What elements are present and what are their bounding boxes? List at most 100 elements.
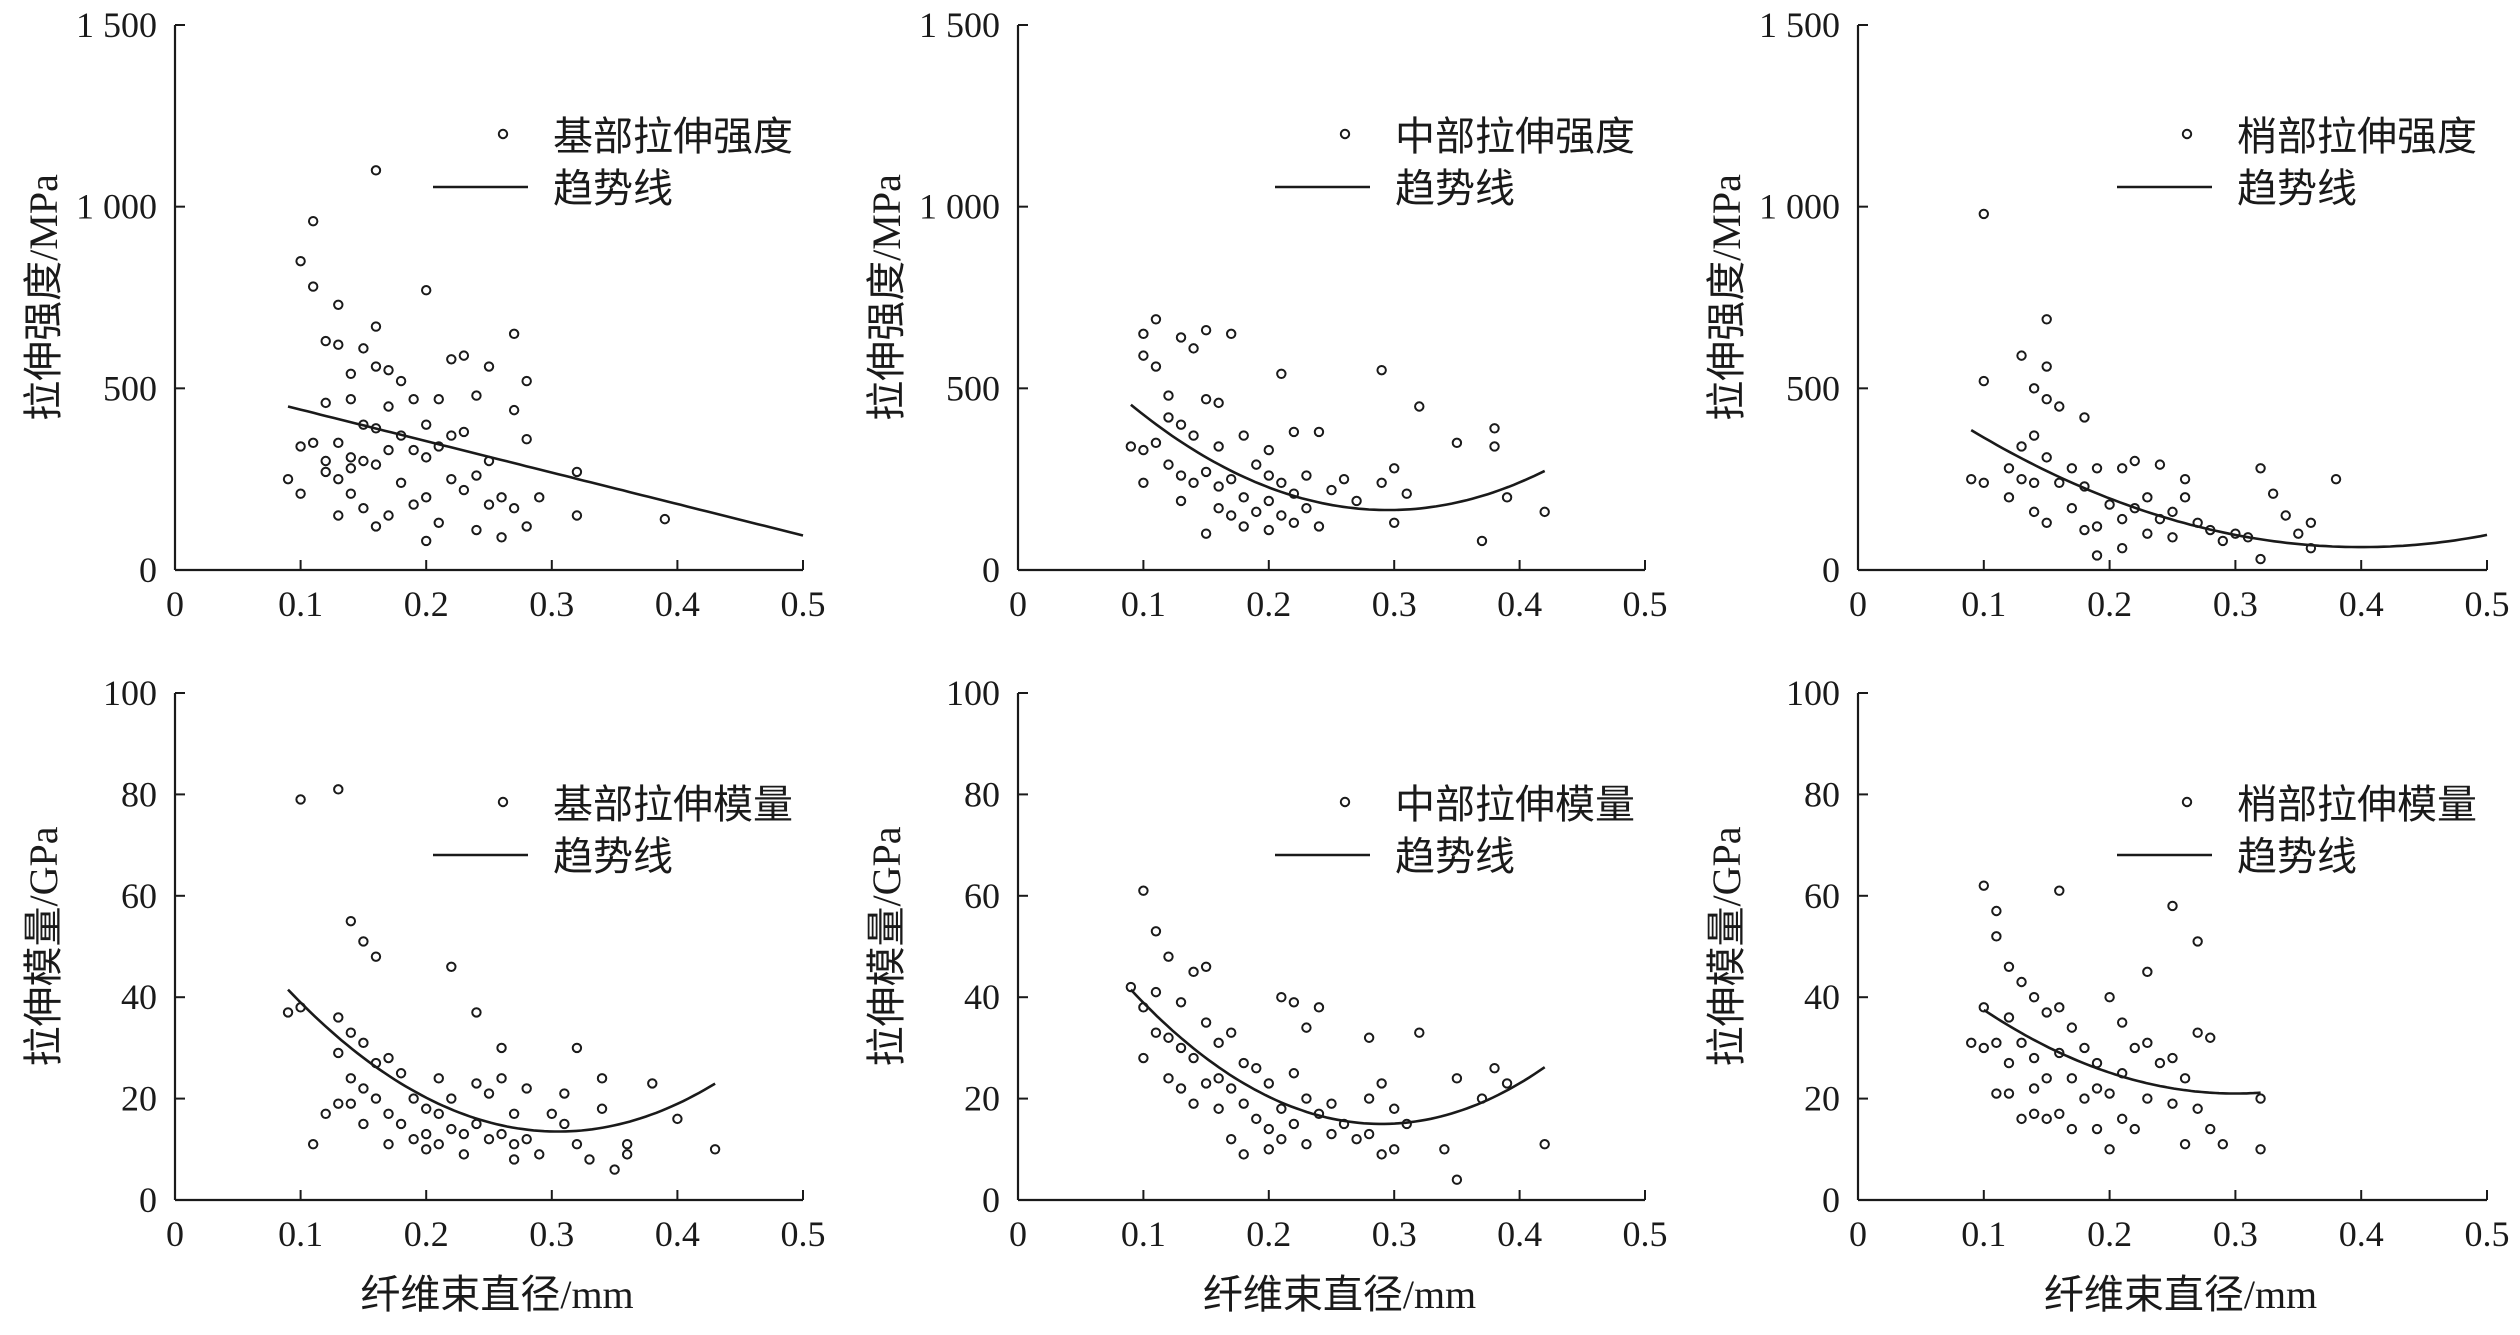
data-point bbox=[370, 521, 382, 532]
y-axis-title: 拉伸强度/MPa bbox=[21, 174, 66, 421]
data-point bbox=[1414, 401, 1425, 412]
data-point bbox=[458, 1149, 470, 1160]
data-point bbox=[1489, 1062, 1500, 1074]
data-point bbox=[383, 510, 394, 521]
data-point bbox=[1313, 521, 1325, 532]
data-point bbox=[282, 473, 294, 485]
data-point bbox=[2129, 455, 2140, 467]
data-point bbox=[1414, 1027, 1425, 1038]
data-point bbox=[1966, 1037, 1977, 1049]
data-point bbox=[2179, 1073, 2191, 1084]
data-point bbox=[2041, 1113, 2052, 1125]
y-tick-label: 1 500 bbox=[919, 5, 1000, 45]
data-point bbox=[596, 1103, 608, 1114]
data-point bbox=[2054, 1108, 2065, 1120]
data-point bbox=[1389, 1103, 1400, 1114]
data-point bbox=[496, 1073, 507, 1084]
data-point bbox=[421, 535, 432, 547]
legend-trend-label: 趋势线 bbox=[553, 166, 673, 211]
x-tick-label: 0.3 bbox=[1372, 584, 1417, 624]
data-point bbox=[521, 521, 532, 532]
data-point bbox=[2116, 513, 2128, 525]
data-point bbox=[2054, 477, 2065, 488]
data-point bbox=[2192, 936, 2203, 947]
data-point bbox=[333, 437, 344, 449]
data-point bbox=[2179, 1139, 2191, 1150]
data-point bbox=[1966, 473, 1977, 485]
data-point bbox=[345, 368, 357, 379]
data-point bbox=[596, 1073, 608, 1084]
data-point bbox=[408, 444, 419, 456]
data-point bbox=[433, 1073, 444, 1084]
data-point bbox=[307, 216, 319, 227]
data-point bbox=[1200, 466, 1212, 478]
data-point bbox=[2028, 992, 2040, 1003]
data-point bbox=[1150, 314, 1162, 325]
data-point bbox=[408, 499, 419, 510]
legend-trend-label: 趋势线 bbox=[553, 834, 673, 879]
trend-line bbox=[1983, 1008, 2261, 1095]
data-point bbox=[358, 1037, 369, 1049]
data-point bbox=[2192, 1103, 2203, 1114]
data-point bbox=[446, 961, 457, 972]
data-point bbox=[358, 936, 369, 947]
data-point bbox=[508, 503, 520, 514]
data-point bbox=[521, 1133, 532, 1145]
data-point bbox=[521, 1083, 532, 1094]
data-point bbox=[1978, 1002, 1990, 1013]
data-point bbox=[345, 1073, 357, 1084]
data-point bbox=[333, 473, 344, 485]
data-point bbox=[2129, 1123, 2140, 1135]
data-point bbox=[2054, 401, 2065, 412]
y-tick-label: 0 bbox=[1822, 1180, 1840, 1220]
data-point bbox=[2167, 532, 2178, 543]
legend-marker bbox=[2181, 128, 2193, 140]
data-point bbox=[659, 513, 671, 525]
data-point bbox=[534, 1149, 545, 1160]
data-point bbox=[2016, 350, 2027, 361]
data-point bbox=[2116, 1113, 2128, 1125]
chart-panel-5: 0 0.1 0.2 0.3 0.4 0.5 0 20 40 60 80 100 拉伸模量/GPa 纤维束直… bbox=[864, 673, 1668, 1317]
data-point bbox=[2154, 459, 2166, 470]
data-point bbox=[1539, 506, 1550, 518]
data-point bbox=[1978, 1042, 1990, 1054]
data-point bbox=[358, 455, 369, 467]
legend-scatter-label: 基部拉伸模量 bbox=[553, 782, 793, 827]
data-point bbox=[1263, 444, 1275, 456]
data-point bbox=[1978, 375, 1990, 387]
legend-marker bbox=[497, 128, 509, 140]
x-tick-label: 0 bbox=[166, 584, 184, 624]
y-tick-label: 100 bbox=[946, 673, 1000, 713]
legend-marker bbox=[1339, 796, 1351, 808]
data-point bbox=[2142, 1093, 2153, 1104]
data-point bbox=[1263, 1144, 1275, 1155]
data-point bbox=[1150, 1027, 1162, 1038]
x-tick-label: 0 bbox=[1009, 584, 1027, 624]
trend-line bbox=[287, 988, 716, 1133]
data-point bbox=[2003, 1012, 2015, 1023]
data-point bbox=[1351, 495, 1362, 507]
legend-trend-label: 趋势线 bbox=[2237, 166, 2357, 211]
x-tick-label: 0 bbox=[1009, 1214, 1027, 1254]
data-point bbox=[408, 1133, 419, 1145]
data-point bbox=[1288, 426, 1300, 438]
data-point bbox=[2116, 463, 2128, 474]
x-tick-label: 0.1 bbox=[278, 584, 323, 624]
data-point bbox=[2205, 1123, 2216, 1135]
chart-panel-6: 0 0.1 0.2 0.3 0.4 0.5 0 20 40 60 80 100 拉伸模量/GPa 纤维束直… bbox=[1704, 673, 2510, 1317]
x-tick-label: 0.4 bbox=[2339, 584, 2384, 624]
x-tick-label: 0.5 bbox=[781, 1214, 826, 1254]
data-point bbox=[1150, 361, 1162, 372]
data-point bbox=[1138, 885, 1149, 896]
data-point bbox=[2003, 492, 2015, 503]
data-point bbox=[1376, 477, 1387, 488]
data-point bbox=[2116, 1017, 2128, 1028]
y-tick-label: 40 bbox=[964, 977, 1000, 1017]
data-point bbox=[647, 1078, 658, 1089]
data-point bbox=[1188, 966, 1199, 978]
data-point bbox=[345, 394, 357, 405]
data-point bbox=[1301, 503, 1312, 514]
data-point bbox=[333, 784, 344, 795]
data-point bbox=[446, 473, 457, 485]
